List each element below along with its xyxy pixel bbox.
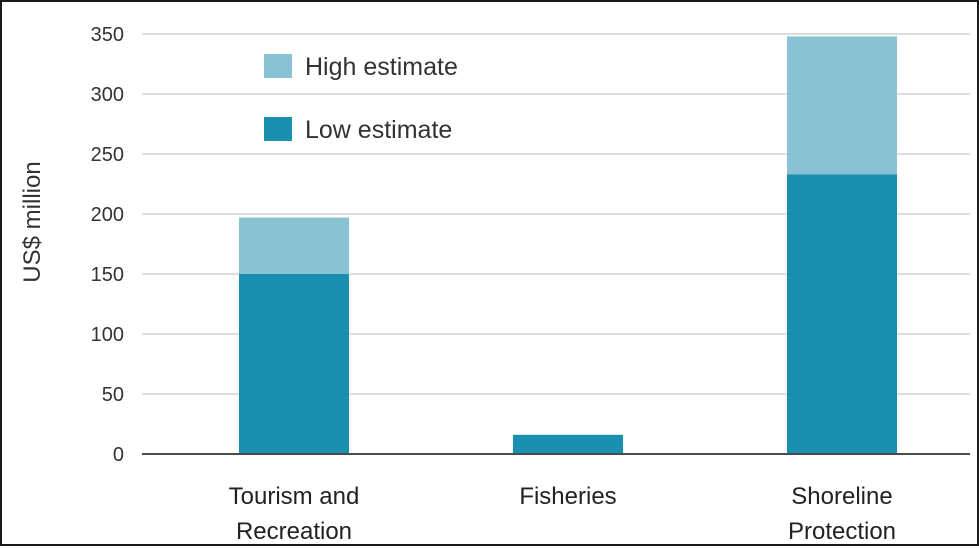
bar-low-tourism-and-recreation: [239, 274, 349, 454]
y-tick-label: 100: [91, 324, 124, 346]
x-tick-label-line: Recreation: [236, 518, 352, 545]
legend-swatch-high-estimate: [264, 54, 292, 78]
y-tick-label: 200: [91, 204, 124, 226]
y-axis-title: US$ million: [19, 161, 46, 282]
bar-low-shoreline-protection: [787, 174, 897, 454]
bar-high-tourism-and-recreation: [239, 217, 349, 274]
y-tick-label: 0: [113, 444, 124, 466]
legend: High estimate Low estimate: [264, 53, 458, 144]
legend-swatch-low-estimate: [264, 117, 292, 141]
y-axis-ticks: 0 50 100 150 200 250 300 350: [91, 24, 124, 466]
x-tick-label-tourism-and-recreation: Tourism and Recreation: [229, 483, 360, 545]
bar-high-shoreline-protection: [787, 36, 897, 175]
y-tick-label: 350: [91, 24, 124, 46]
y-tick-label: 50: [102, 384, 124, 406]
y-tick-label: 300: [91, 84, 124, 106]
legend-label-high-estimate: High estimate: [305, 53, 458, 81]
bars: [239, 36, 897, 454]
x-axis-labels: Tourism and Recreation Fisheries Shoreline P…: [229, 483, 896, 545]
legend-label-low-estimate: Low estimate: [305, 116, 452, 144]
x-tick-label-line: Shoreline: [791, 483, 892, 510]
x-tick-label-line: Protection: [788, 518, 896, 545]
bar-low-fisheries: [513, 434, 623, 454]
x-tick-label-fisheries: Fisheries: [519, 483, 616, 510]
y-tick-label: 150: [91, 264, 124, 286]
x-tick-label-line: Fisheries: [519, 483, 616, 510]
x-tick-label-shoreline-protection: Shoreline Protection: [788, 483, 896, 545]
x-tick-label-line: Tourism and: [229, 483, 360, 510]
y-tick-label: 250: [91, 144, 124, 166]
